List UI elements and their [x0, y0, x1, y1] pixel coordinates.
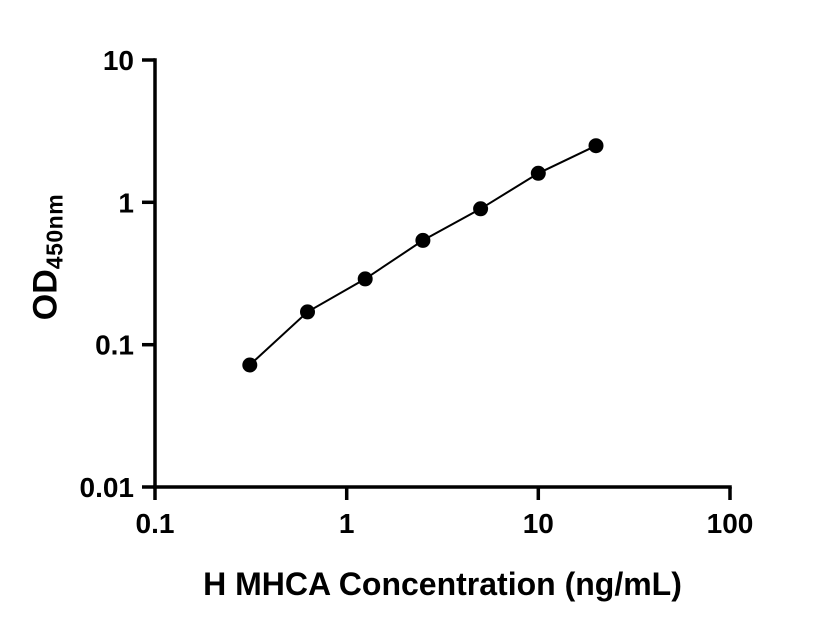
data-point: [300, 304, 315, 320]
x-tick-label: 10: [523, 508, 554, 539]
y-tick-label: 1: [118, 187, 134, 218]
y-tick-label: 0.01: [80, 472, 135, 503]
y-tick-label: 0.1: [95, 330, 134, 361]
x-tick-label: 100: [707, 508, 754, 539]
y-axis-title-main: OD: [26, 269, 65, 321]
data-point: [588, 138, 604, 154]
y-axis-title: OD450nm: [26, 193, 68, 321]
data-point: [473, 201, 489, 217]
x-axis-title: H MHCA Concentration (ng/mL): [203, 566, 682, 602]
data-point: [242, 357, 258, 373]
standard-curve-line: [249, 144, 597, 366]
data-point: [357, 271, 373, 287]
x-tick-label: 0.1: [136, 508, 175, 539]
data-point: [530, 165, 546, 181]
y-axis-title-subscript: 450nm: [41, 193, 68, 270]
data-point: [415, 232, 431, 248]
x-tick-label: 1: [339, 508, 355, 539]
y-tick-label: 10: [103, 45, 134, 76]
